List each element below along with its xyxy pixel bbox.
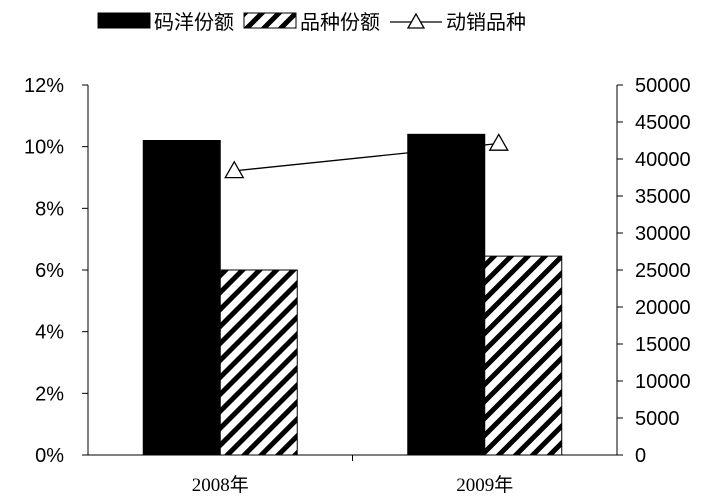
left-tick-label: 2% (35, 383, 64, 405)
right-tick-label: 15000 (635, 334, 691, 356)
category-label: 2008年 (192, 474, 249, 496)
right-tick-label: 45000 (635, 112, 691, 134)
left-tick-label: 12% (24, 75, 64, 97)
left-tick-label: 8% (35, 198, 64, 220)
right-tick-label: 35000 (635, 186, 691, 208)
left-tick-label: 6% (35, 260, 64, 282)
line-point-triangle (224, 160, 245, 179)
right-tick-label: 5000 (635, 408, 680, 430)
legend-swatch-code-share (97, 12, 151, 29)
bar-variety-share (484, 255, 563, 456)
left-tick-label: 0% (35, 445, 64, 467)
left-tick-label: 4% (35, 322, 64, 344)
legend-triangle-icon (406, 12, 426, 29)
line-point-triangle (488, 133, 509, 151)
right-tick-label: 0 (635, 445, 646, 467)
legend-swatch-variety-share (243, 12, 297, 29)
bar-variety-share (219, 269, 298, 456)
right-tick-label: 40000 (635, 149, 691, 171)
legend-label: 码洋份额 (154, 10, 234, 34)
right-tick-label: 30000 (635, 223, 691, 245)
right-tick-label: 50000 (635, 75, 691, 97)
legend-label: 动销品种 (446, 10, 526, 34)
right-tick-label: 10000 (635, 371, 691, 393)
left-tick-label: 10% (24, 137, 64, 159)
category-label: 2009年 (456, 474, 513, 496)
right-tick-label: 20000 (635, 297, 691, 319)
legend-label: 品种份额 (300, 10, 380, 34)
bar-code-share (407, 133, 486, 456)
line-series (234, 142, 499, 172)
legend: 码洋份额 品种份额 动销品种 (97, 10, 526, 34)
bar-code-share (142, 140, 221, 456)
right-tick-label: 25000 (635, 260, 691, 282)
plot-area: 0% 2% 4% 6% 8% 10% 12% 0 5000 10000 15000 20000 2500… (24, 75, 691, 496)
